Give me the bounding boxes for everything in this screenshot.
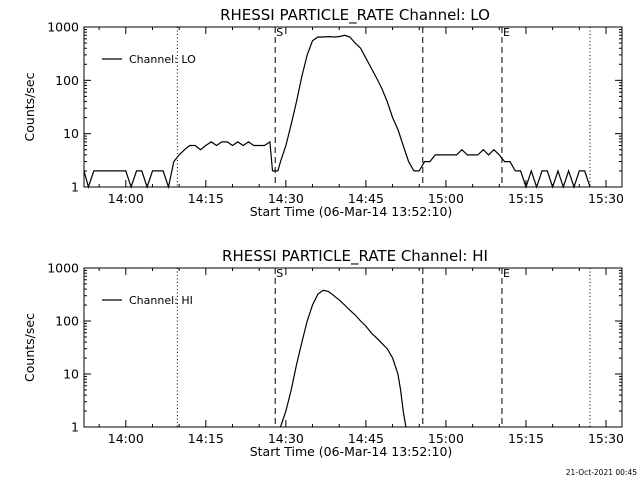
x-tick-label: 14:30 [268, 431, 304, 446]
y-axis-label: Counts/sec [22, 72, 37, 141]
x-tick-label: 15:15 [508, 431, 544, 446]
plot-frame [83, 267, 623, 428]
y-tick-label: 1 [71, 420, 79, 435]
y-tick-label: 100 [55, 314, 79, 329]
x-tick-label: 14:15 [188, 431, 224, 446]
plot-frame [83, 26, 623, 188]
chart-title: RHESSI PARTICLE_RATE Channel: LO [220, 6, 490, 25]
x-axis-label: Start Time (06-Mar-14 13:52:10) [250, 444, 453, 459]
x-tick-label: 14:30 [268, 191, 304, 206]
x-tick-label: 14:45 [348, 191, 384, 206]
x-tick-label: 15:00 [428, 191, 464, 206]
legend-label: Channel: LO [129, 53, 196, 66]
marker-label-start: S [276, 26, 283, 39]
y-tick-label: 100 [55, 73, 79, 88]
y-tick-label: 1 [71, 180, 79, 195]
marker-label-end: E [503, 26, 510, 39]
x-tick-label: 15:30 [588, 191, 624, 206]
timestamp-label: 21-Oct-2021 00:45 [566, 468, 637, 477]
series-line [83, 34, 591, 190]
x-tick-label: 15:30 [588, 431, 624, 446]
x-tick-label: 14:45 [348, 431, 384, 446]
chart-panel-1: RHESSI PARTICLE_RATE Channel: LO 14:00 14:… [22, 6, 624, 219]
y-axis-label: Counts/sec [22, 313, 37, 382]
legend-label: Channel: HI [129, 294, 193, 307]
marker-label-start: S [276, 267, 283, 280]
y-tick-label: 10 [63, 126, 79, 141]
x-tick-label: 15:15 [508, 191, 544, 206]
y-tick-label: 10 [63, 367, 79, 382]
x-axis-label: Start Time (06-Mar-14 13:52:10) [250, 204, 453, 219]
x-tick-label: 14:15 [188, 191, 224, 206]
y-tick-label: 1000 [47, 261, 79, 276]
x-tick-label: 14:00 [108, 191, 144, 206]
x-tick-label: 15:00 [428, 431, 464, 446]
series-line [279, 289, 407, 428]
chart-title: RHESSI PARTICLE_RATE Channel: HI [222, 247, 488, 266]
y-tick-label: 1000 [47, 20, 79, 35]
chart-panel-2: RHESSI PARTICLE_RATE Channel: HI 14:00 14:… [22, 247, 624, 459]
x-tick-label: 14:00 [108, 431, 144, 446]
marker-label-end: E [503, 267, 510, 280]
